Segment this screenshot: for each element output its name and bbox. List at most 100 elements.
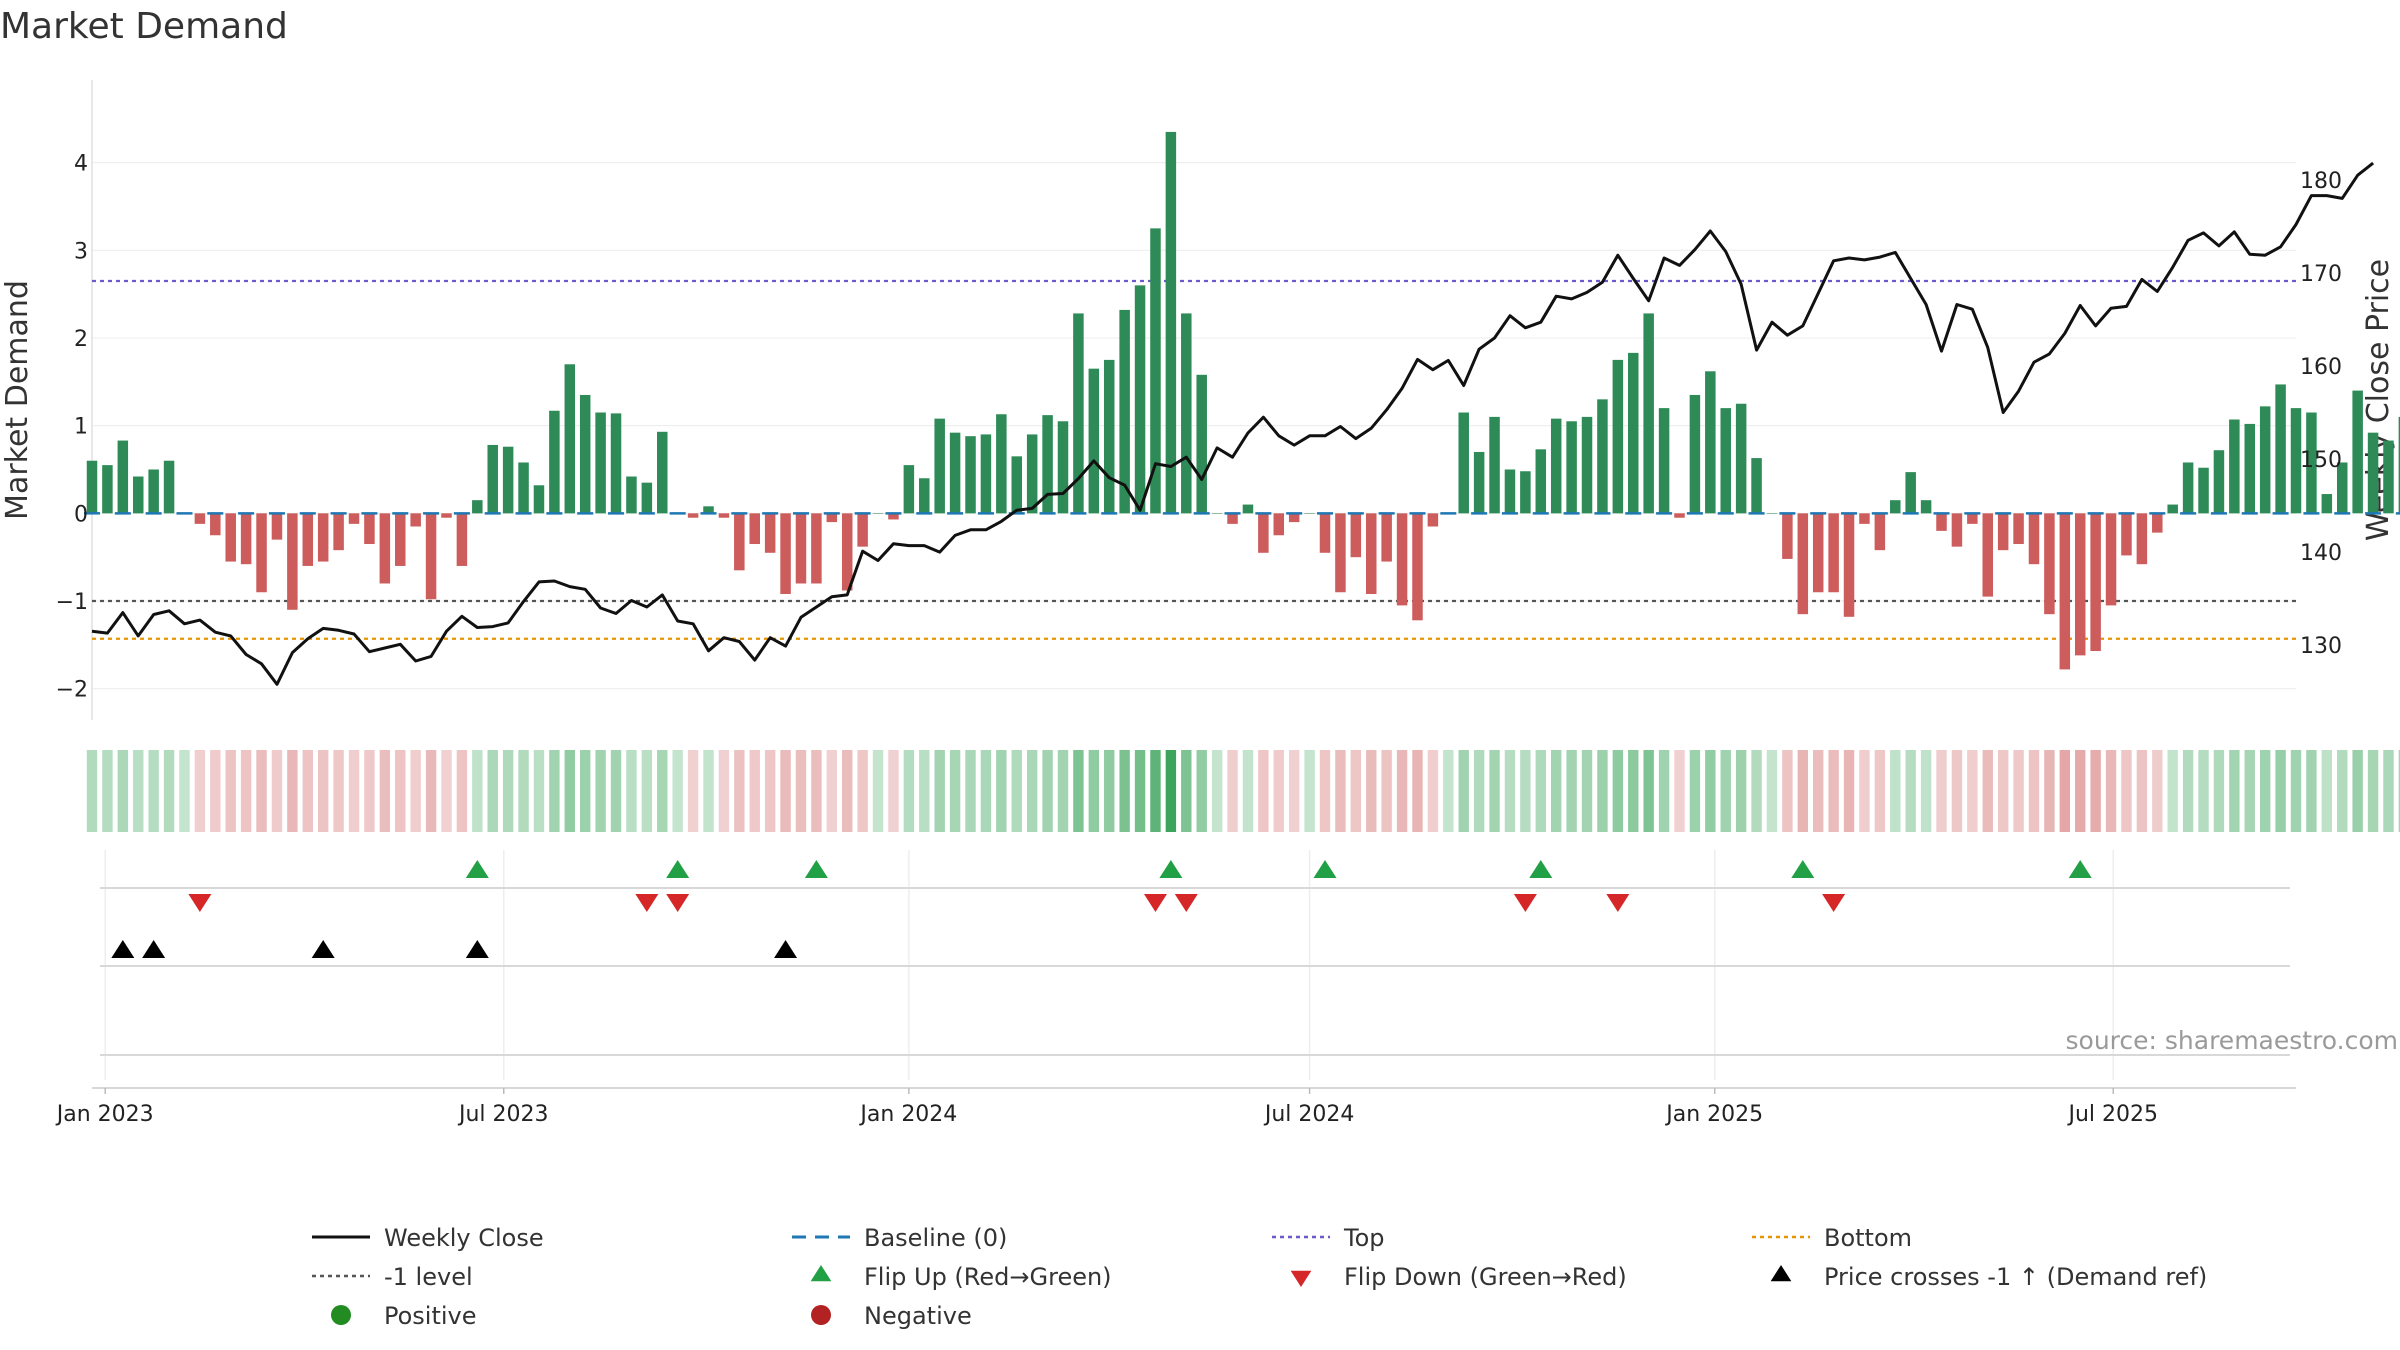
- demand-bar: [163, 460, 175, 514]
- legend-label: Positive: [384, 1302, 477, 1330]
- flip-up-marker: [1313, 860, 1337, 878]
- heat-strip-cell: [148, 750, 159, 832]
- heat-strip-cell: [703, 750, 714, 832]
- heat-strip-cell: [1828, 750, 1839, 832]
- flip-up-marker: [804, 860, 828, 878]
- demand-bar: [271, 513, 283, 540]
- demand-bar: [1550, 418, 1562, 514]
- demand-bar: [934, 418, 945, 514]
- demand-bar: [1150, 228, 1161, 514]
- source-watermark: source: sharemaestro.com: [2066, 1026, 2399, 1055]
- heat-strip-cell: [2367, 750, 2379, 832]
- y2-tick-label: 140: [2300, 541, 2342, 566]
- heat-strip-cell: [2059, 750, 2071, 832]
- heat-strip-cell: [2229, 750, 2240, 832]
- heat-strip-cell: [1612, 750, 1624, 832]
- demand-bar: [1227, 513, 1238, 524]
- demand-bar: [549, 410, 560, 514]
- heat-strip-cell: [1535, 750, 1546, 832]
- demand-bar: [1288, 513, 1300, 523]
- y-tick-label: 2: [74, 327, 88, 352]
- demand-bar: [1674, 513, 1685, 518]
- demand-bar: [148, 469, 159, 514]
- heat-strip-cell: [1181, 750, 1192, 832]
- heat-strip-cell: [2275, 750, 2286, 832]
- heat-strip-cell: [564, 750, 575, 832]
- price-cross-marker: [142, 940, 166, 958]
- heat-strip-cell: [1150, 750, 1161, 832]
- demand-bar: [1489, 416, 1500, 514]
- heat-strip-cell: [1196, 750, 1207, 832]
- demand-bar: [1504, 469, 1516, 514]
- demand-bar: [1057, 421, 1069, 514]
- demand-bar: [1658, 408, 1670, 514]
- demand-bar: [1936, 513, 1947, 531]
- heat-strip-cell: [1890, 750, 1901, 832]
- y-tick-label: 3: [74, 239, 88, 264]
- heat-strip-cell: [996, 750, 1007, 832]
- heat-strip-cell: [1550, 750, 1562, 832]
- demand-bar: [1165, 131, 1177, 514]
- heat-strip-cell: [1735, 750, 1747, 832]
- heat-strip-cell: [2383, 750, 2394, 832]
- demand-bar: [2321, 494, 2333, 514]
- legend-item-close: Weekly Close: [312, 1224, 544, 1252]
- demand-bar: [1335, 513, 1346, 593]
- heat-strip-cell: [302, 750, 313, 832]
- demand-bar: [826, 513, 838, 523]
- demand-bar: [2044, 513, 2055, 615]
- demand-bar: [965, 436, 976, 514]
- heat-strip-cell: [117, 750, 129, 832]
- heat-strip-cell: [1566, 750, 1577, 832]
- heat-strip-cell: [1982, 750, 1993, 832]
- demand-bar: [2028, 513, 2040, 565]
- demand-bar: [533, 485, 545, 514]
- heat-strip-cell: [1134, 750, 1146, 832]
- demand-bar: [364, 513, 375, 545]
- y-tick-label: −1: [56, 590, 88, 615]
- demand-bar: [919, 478, 930, 514]
- demand-bar: [780, 513, 791, 594]
- demand-bar: [996, 414, 1007, 514]
- heat-strip-cell: [1458, 750, 1469, 832]
- demand-bar: [487, 444, 498, 514]
- chart-title: Market Demand: [0, 6, 288, 47]
- flip-down-marker: [1143, 894, 1167, 912]
- y-axis-ticks: −2 −1 0 1 2 3 4 130 140 150 160 170 180: [56, 152, 2342, 703]
- demand-bar: [2306, 412, 2317, 514]
- demand-bar: [1782, 513, 1793, 559]
- demand-bar: [2367, 432, 2379, 514]
- legend-item-flip_down: Flip Down (Green→Red): [1290, 1263, 1627, 1291]
- demand-bar: [1273, 513, 1285, 536]
- heat-strip-cell: [1381, 750, 1392, 832]
- demand-bar: [872, 513, 884, 514]
- heat-strip-cell: [965, 750, 976, 832]
- demand-bar: [657, 431, 668, 514]
- heat-strip-cell: [379, 750, 391, 832]
- heat-strip-cell: [1073, 750, 1084, 832]
- demand-bar: [595, 412, 606, 514]
- legend-item-flip_up: Flip Up (Red→Green): [810, 1263, 1112, 1291]
- heat-strip-cell: [1581, 750, 1593, 832]
- heat-strip-cell: [1350, 750, 1362, 832]
- heat-strip-cell: [2213, 750, 2225, 832]
- heat-strip-cell: [1997, 750, 2009, 832]
- y-tick-label: 0: [74, 502, 88, 527]
- y-tick-label: 4: [74, 152, 88, 177]
- demand-bar: [2121, 513, 2132, 556]
- demand-bar: [1874, 513, 1886, 551]
- heat-strip-cell: [487, 750, 498, 832]
- demand-bar: [2229, 419, 2240, 514]
- legend-label: Flip Down (Green→Red): [1344, 1263, 1627, 1291]
- heat-strip-cell: [2075, 750, 2086, 832]
- heat-strip-cell: [2013, 750, 2024, 832]
- legend-item-bottom: Bottom: [1752, 1224, 1912, 1252]
- demand-bar: [1890, 500, 1901, 514]
- close-price-line: [91, 161, 2375, 686]
- demand-bar: [1643, 313, 1654, 514]
- reference-levels: [92, 279, 2296, 640]
- heat-strip-cell: [2321, 750, 2333, 832]
- demand-bar: [2167, 504, 2178, 514]
- demand-bar: [256, 513, 267, 593]
- demand-bar: [1535, 449, 1547, 514]
